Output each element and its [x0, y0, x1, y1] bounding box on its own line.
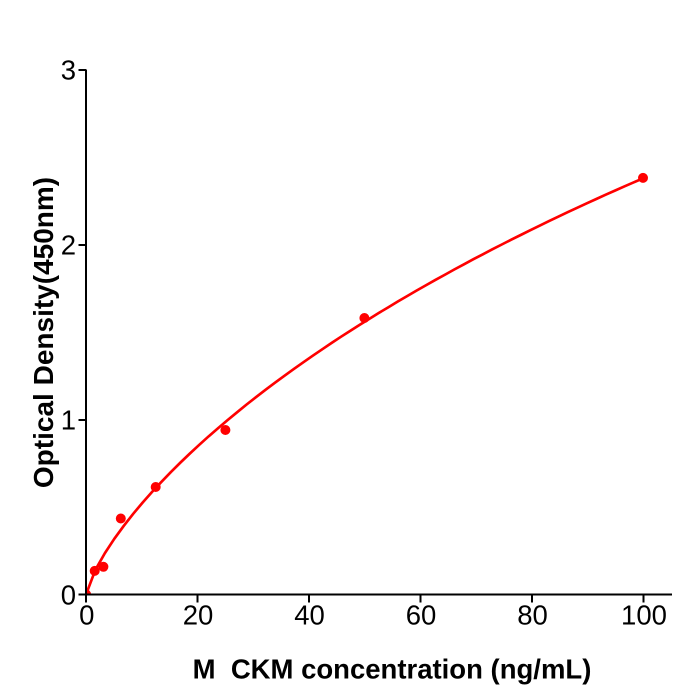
svg-text:0: 0: [79, 600, 94, 631]
svg-text:3: 3: [61, 55, 76, 86]
svg-text:2: 2: [61, 230, 76, 261]
svg-text:M CKM concentration (ng/mL): M CKM concentration (ng/mL): [193, 654, 592, 685]
svg-text:Optical Density(450nm): Optical Density(450nm): [28, 177, 59, 488]
svg-text:100: 100: [621, 600, 667, 631]
svg-text:40: 40: [294, 600, 325, 631]
svg-text:80: 80: [517, 600, 548, 631]
svg-text:20: 20: [183, 600, 214, 631]
svg-text:1: 1: [61, 405, 76, 436]
svg-text:0: 0: [61, 579, 76, 610]
svg-text:60: 60: [406, 600, 437, 631]
